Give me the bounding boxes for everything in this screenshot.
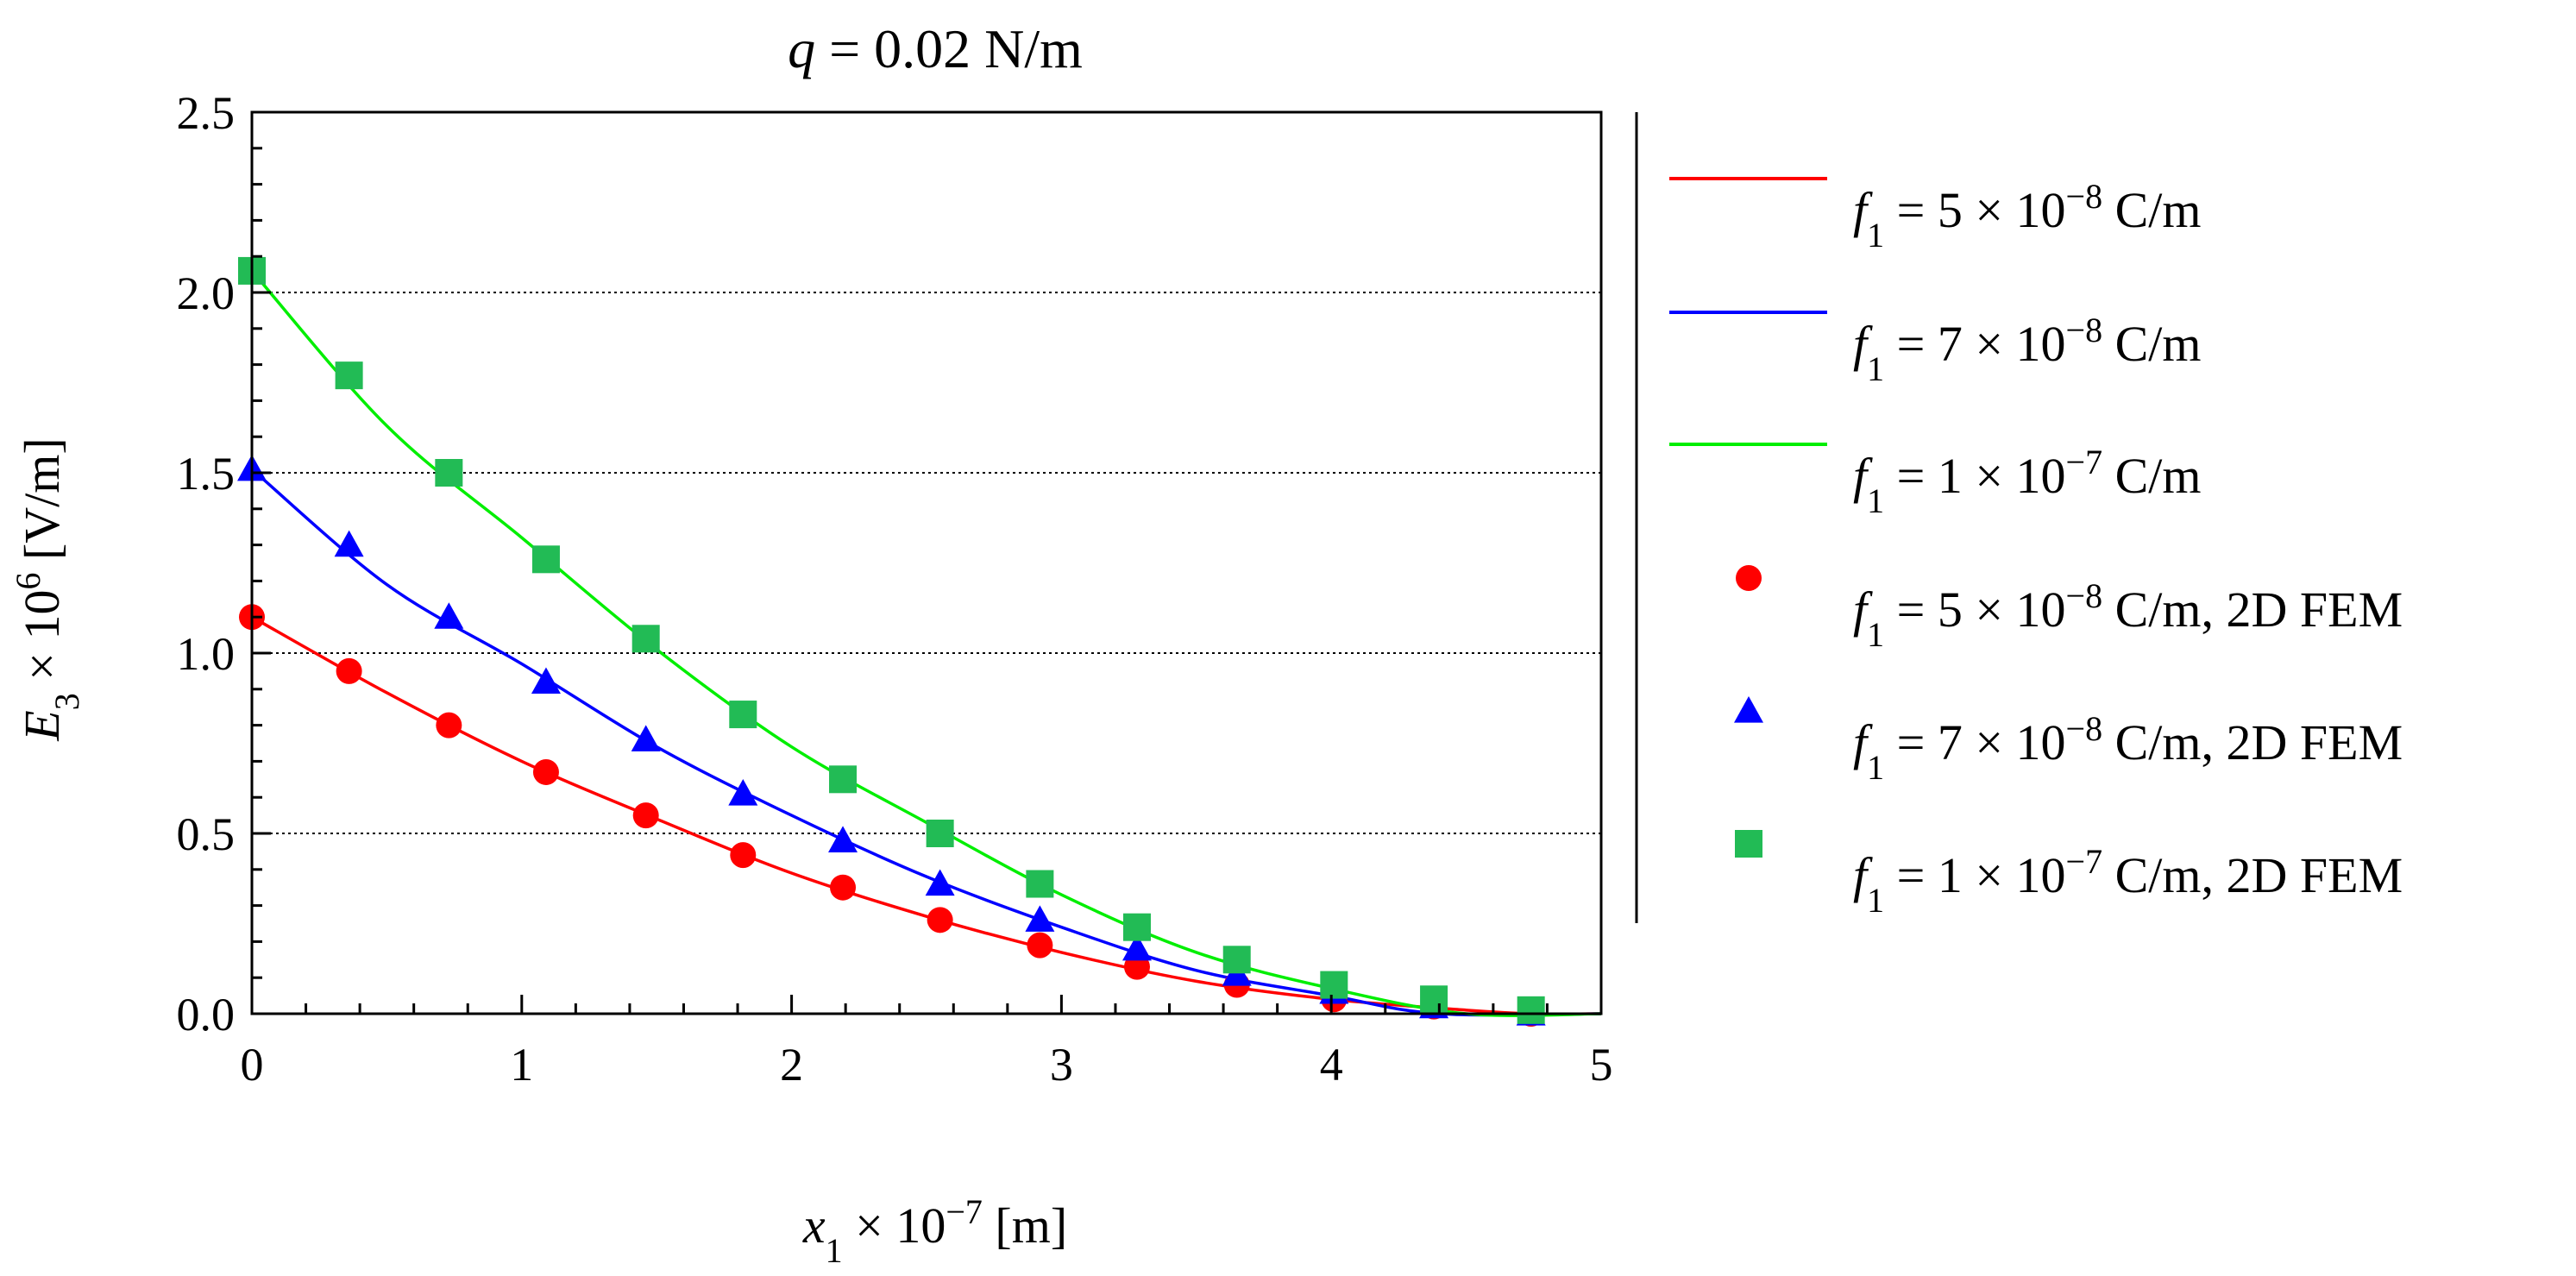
series-5-point-5 xyxy=(729,701,757,729)
series-3-point-1 xyxy=(336,657,362,684)
series-5-point-3 xyxy=(531,545,560,574)
legend-label-2: f1 = 1 × 10−7 C/m xyxy=(1853,443,2202,520)
legend-label-0: f1 = 5 × 10−8 C/m xyxy=(1853,177,2202,255)
series-5-point-6 xyxy=(829,765,858,794)
series-5-point-10 xyxy=(1222,946,1251,974)
series-5-point-8 xyxy=(1026,870,1054,898)
series-5-point-2 xyxy=(435,459,463,487)
y-tick-label-5: 2.5 xyxy=(177,87,236,139)
x-tick-label-2: 2 xyxy=(780,1039,803,1091)
x-tick-label-1: 1 xyxy=(510,1039,533,1091)
series-3-point-4 xyxy=(632,802,659,829)
series-4-point-4 xyxy=(631,725,661,751)
series-line-1 xyxy=(250,468,1602,1017)
series-line-2 xyxy=(250,269,1602,1017)
series-4-point-3 xyxy=(531,667,561,695)
series-3-point-2 xyxy=(436,712,462,739)
series-5-point-11 xyxy=(1320,971,1348,999)
series-3-point-3 xyxy=(532,758,559,785)
legend: f1 = 5 × 10−8 C/m f1 = 7 × 10−8 C/m f1 = 1… xyxy=(1669,177,2403,920)
series-3-point-5 xyxy=(730,842,757,869)
series-5-point-12 xyxy=(1420,985,1448,1014)
chart-title: q = 0.02 N/m xyxy=(788,18,1083,79)
series-line-0 xyxy=(251,615,1602,1016)
y-tick-label-2: 1.0 xyxy=(177,628,236,680)
y-tick-label-3: 1.5 xyxy=(177,448,236,500)
series-4-point-8 xyxy=(1025,905,1055,932)
grid-lines xyxy=(252,292,1601,834)
legend-label-5: f1 = 1 × 10−7 C/m, 2D FEM xyxy=(1853,842,2403,920)
series-3-point-7 xyxy=(927,907,953,933)
series-4-point-5 xyxy=(728,779,758,806)
series-lines xyxy=(250,269,1602,1017)
series-4-point-7 xyxy=(925,869,955,896)
series-4-point-9 xyxy=(1122,933,1152,961)
x-tick-label-0: 0 xyxy=(241,1039,264,1091)
x-tick-label-3: 3 xyxy=(1050,1039,1073,1091)
legend-label-1: f1 = 7 × 10−8 C/m xyxy=(1853,311,2202,388)
y-axis-title: E3 × 106 [V/m] xyxy=(9,437,86,741)
series-markers xyxy=(237,256,1546,1027)
legend-swatch-marker-3 xyxy=(1736,565,1762,591)
series-5-point-13 xyxy=(1517,996,1545,1024)
plot-frame xyxy=(250,110,1603,1015)
axes xyxy=(250,110,1603,1015)
legend-swatch-marker-5 xyxy=(1735,830,1762,858)
legend-label-3: f1 = 5 × 10−8 C/m, 2D FEM xyxy=(1853,576,2403,654)
series-5-point-7 xyxy=(926,820,954,847)
ticks: 0 1 2 3 4 5 0.0 0.5 1.0 1.5 2.0 2.5 xyxy=(177,87,1613,1091)
series-4-point-2 xyxy=(434,602,464,629)
legend-swatch-marker-4 xyxy=(1734,696,1763,723)
series-4-point-6 xyxy=(828,826,858,852)
x-axis-title: x1 × 10−7 [m] xyxy=(802,1192,1067,1270)
series-3-point-8 xyxy=(1027,932,1053,959)
series-5-point-4 xyxy=(631,625,660,653)
y-tick-label-4: 2.0 xyxy=(177,267,236,319)
y-tick-label-0: 0.0 xyxy=(177,989,236,1040)
series-5-point-1 xyxy=(335,361,363,390)
series-4-point-1 xyxy=(334,530,364,557)
series-5-point-9 xyxy=(1122,913,1151,941)
x-tick-label-5: 5 xyxy=(1590,1039,1613,1091)
legend-label-4: f1 = 7 × 10−8 C/m, 2D FEM xyxy=(1853,709,2403,787)
x-tick-label-4: 4 xyxy=(1320,1039,1343,1091)
series-3-point-6 xyxy=(830,874,857,901)
y-tick-label-1: 0.5 xyxy=(177,808,236,860)
